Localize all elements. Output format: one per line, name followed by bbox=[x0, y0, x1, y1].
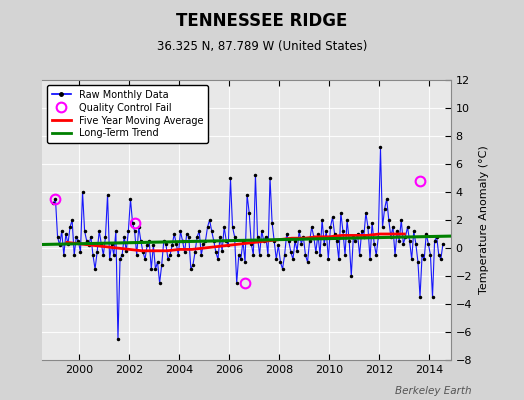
Text: TENNESSEE RIDGE: TENNESSEE RIDGE bbox=[176, 12, 348, 30]
Text: Berkeley Earth: Berkeley Earth bbox=[395, 386, 472, 396]
Y-axis label: Temperature Anomaly (°C): Temperature Anomaly (°C) bbox=[479, 146, 489, 294]
Legend: Raw Monthly Data, Quality Control Fail, Five Year Moving Average, Long-Term Tren: Raw Monthly Data, Quality Control Fail, … bbox=[47, 85, 208, 143]
Text: 36.325 N, 87.789 W (United States): 36.325 N, 87.789 W (United States) bbox=[157, 40, 367, 53]
